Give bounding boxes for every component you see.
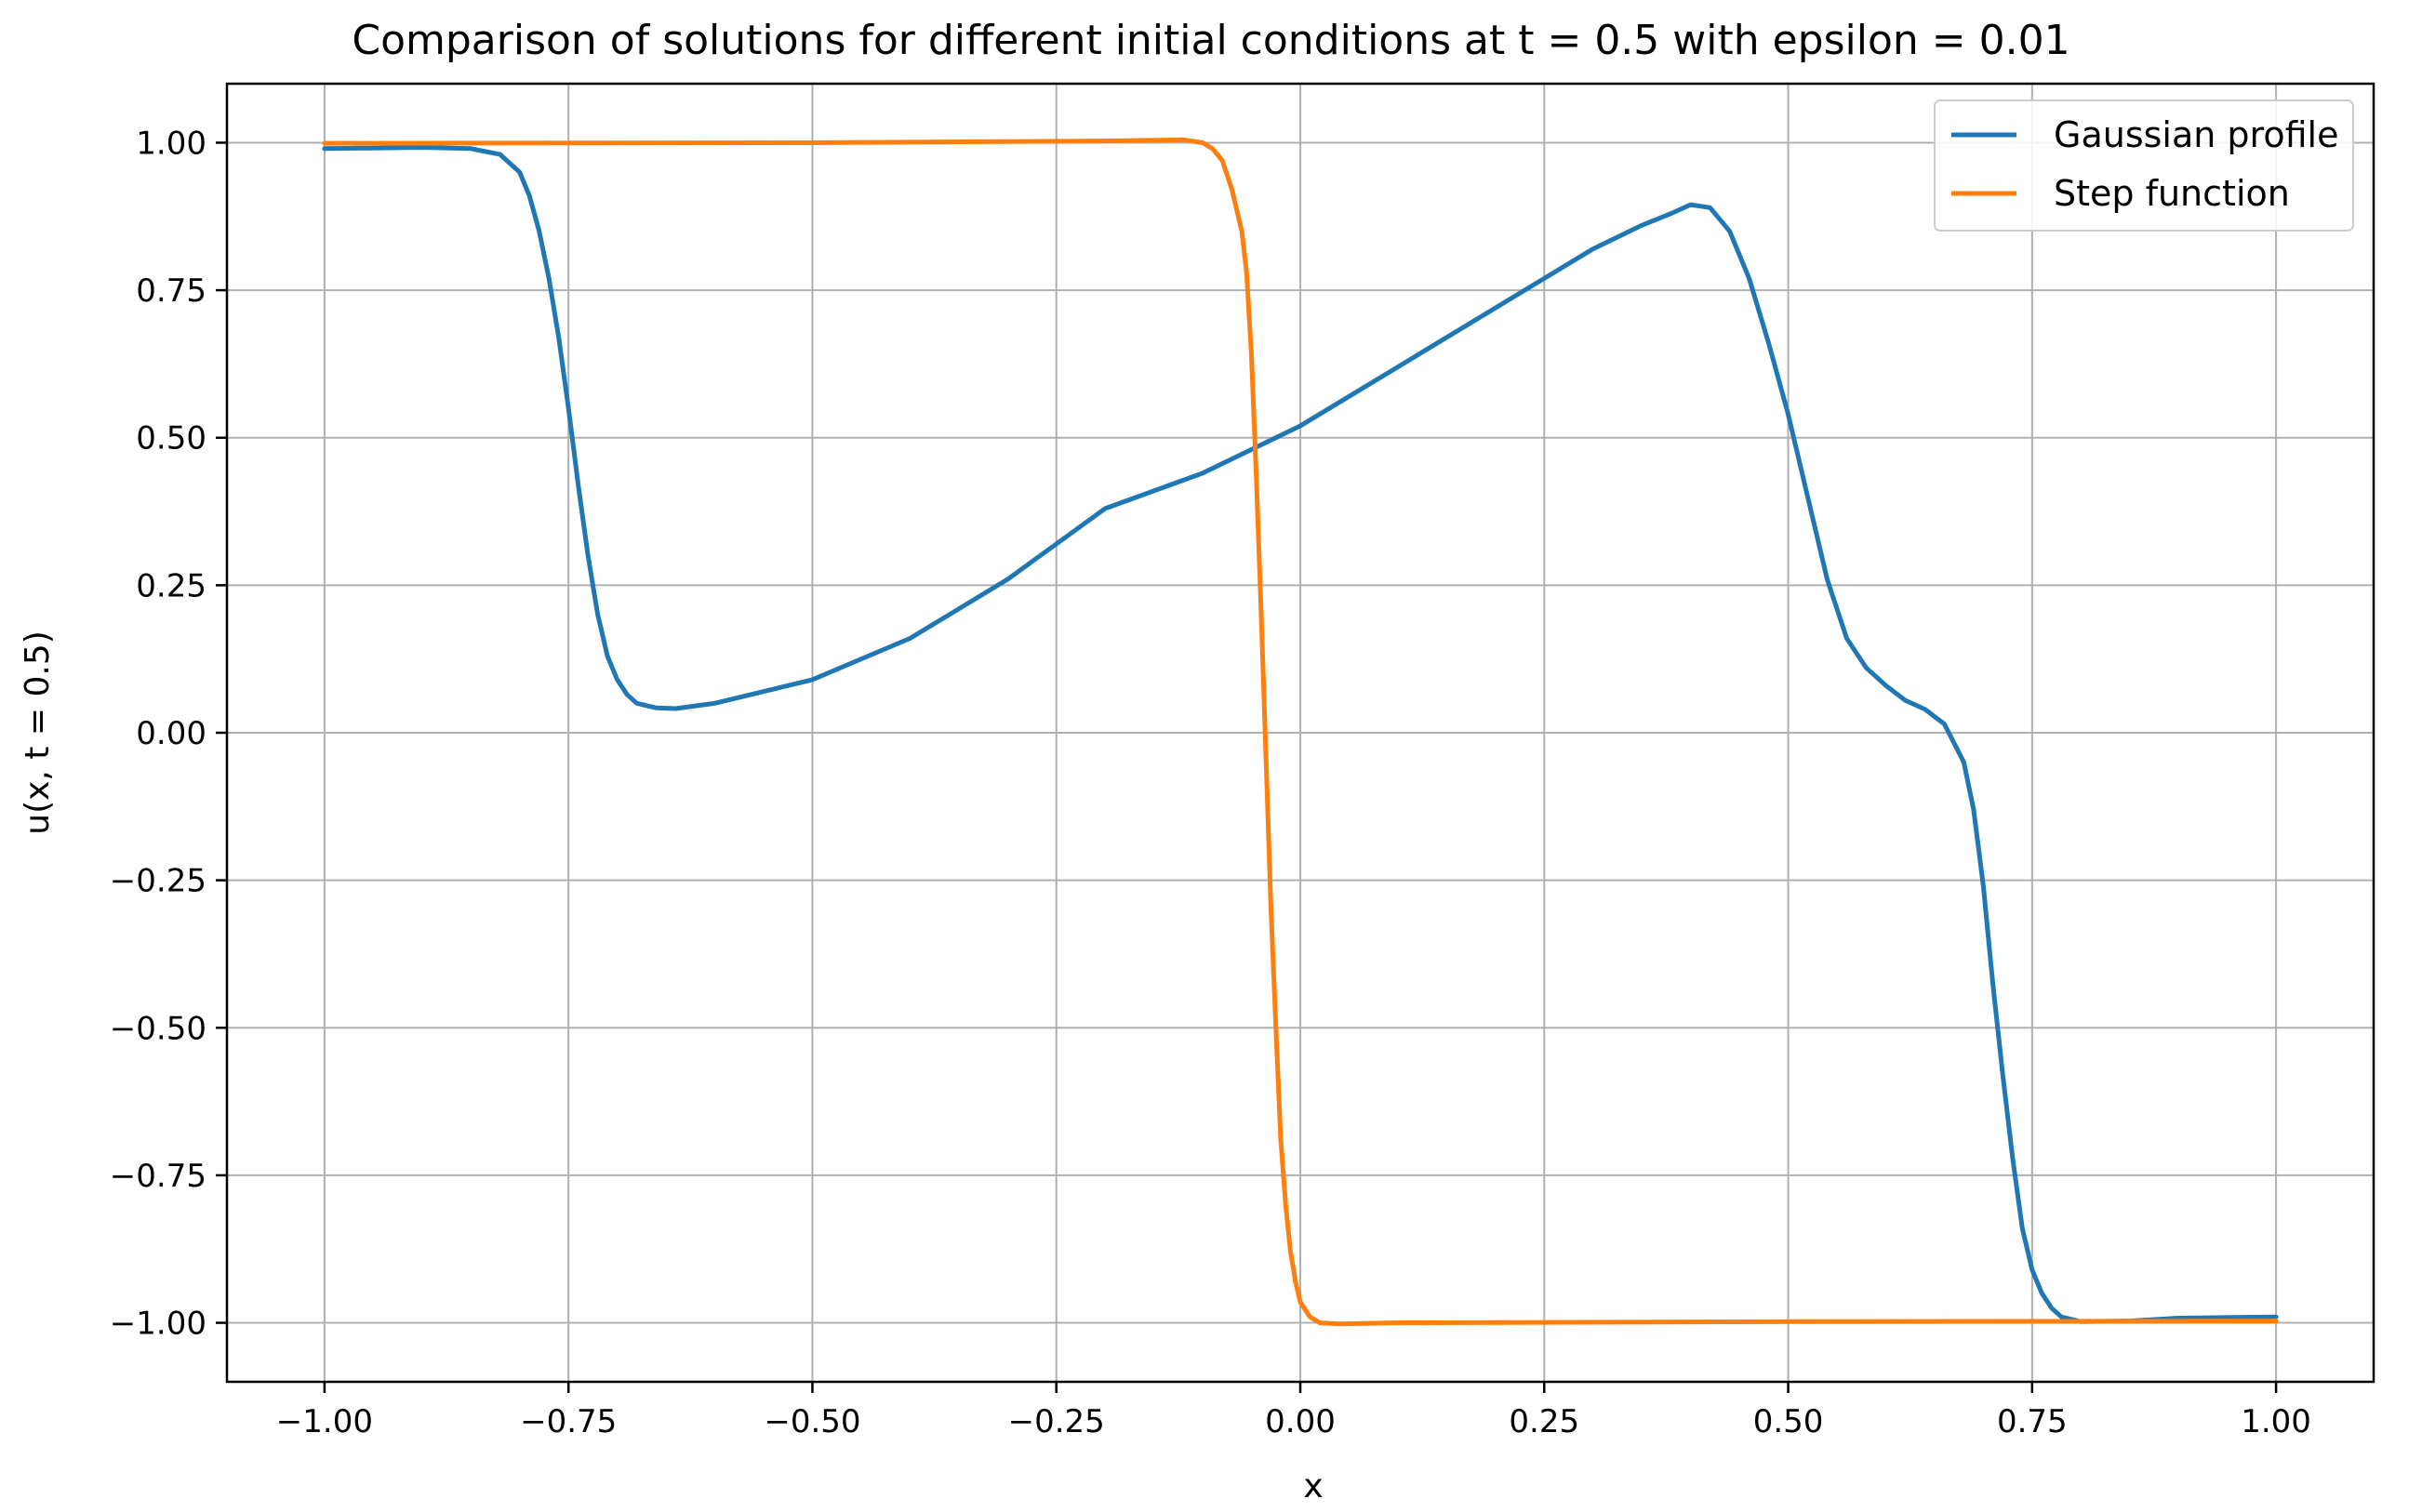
y-tick-label: −0.50 bbox=[110, 1010, 206, 1047]
legend: Gaussian profile Step function bbox=[1934, 99, 2354, 232]
x-tick-label: −1.00 bbox=[276, 1403, 373, 1440]
x-tick-label: 0.75 bbox=[1997, 1403, 2068, 1440]
x-tick-label: 0.25 bbox=[1509, 1403, 1579, 1440]
x-tick-label: −0.25 bbox=[1008, 1403, 1105, 1440]
y-tick-label: −0.25 bbox=[110, 863, 206, 900]
x-tick-label: −0.75 bbox=[520, 1403, 617, 1440]
y-tick-label: 0.00 bbox=[136, 715, 206, 752]
x-tick-label: −0.50 bbox=[764, 1403, 860, 1440]
legend-box bbox=[1934, 99, 2354, 232]
legend-label-gaussian: Gaussian profile bbox=[2054, 114, 2338, 155]
axis-ticks: −1.00 −0.75 −0.50 −0.25 0.00 0.25 0.50 0.75 1.00… bbox=[110, 125, 2311, 1440]
y-tick-label: 1.00 bbox=[136, 125, 206, 162]
plot-lines bbox=[322, 137, 2279, 1327]
y-tick-label: 0.50 bbox=[136, 420, 206, 458]
y-tick-label: −1.00 bbox=[110, 1306, 206, 1343]
x-tick-label: 0.50 bbox=[1753, 1403, 1824, 1440]
chart-title: Comparison of solutions for different in… bbox=[352, 17, 2069, 64]
y-tick-label: 0.75 bbox=[136, 272, 206, 310]
y-axis-label: u(x, t = 0.5) bbox=[19, 630, 57, 835]
gaussian-profile-line bbox=[322, 145, 2279, 1324]
y-tick-label: −0.75 bbox=[110, 1158, 206, 1195]
step-function-line bbox=[322, 137, 2279, 1327]
y-tick-label: 0.25 bbox=[136, 567, 206, 604]
x-tick-label: 1.00 bbox=[2241, 1403, 2311, 1440]
grid-lines bbox=[227, 84, 2374, 1382]
x-axis-label: x bbox=[1303, 1467, 1323, 1505]
legend-label-step: Step function bbox=[2054, 173, 2290, 214]
x-tick-label: 0.00 bbox=[1265, 1403, 1336, 1440]
